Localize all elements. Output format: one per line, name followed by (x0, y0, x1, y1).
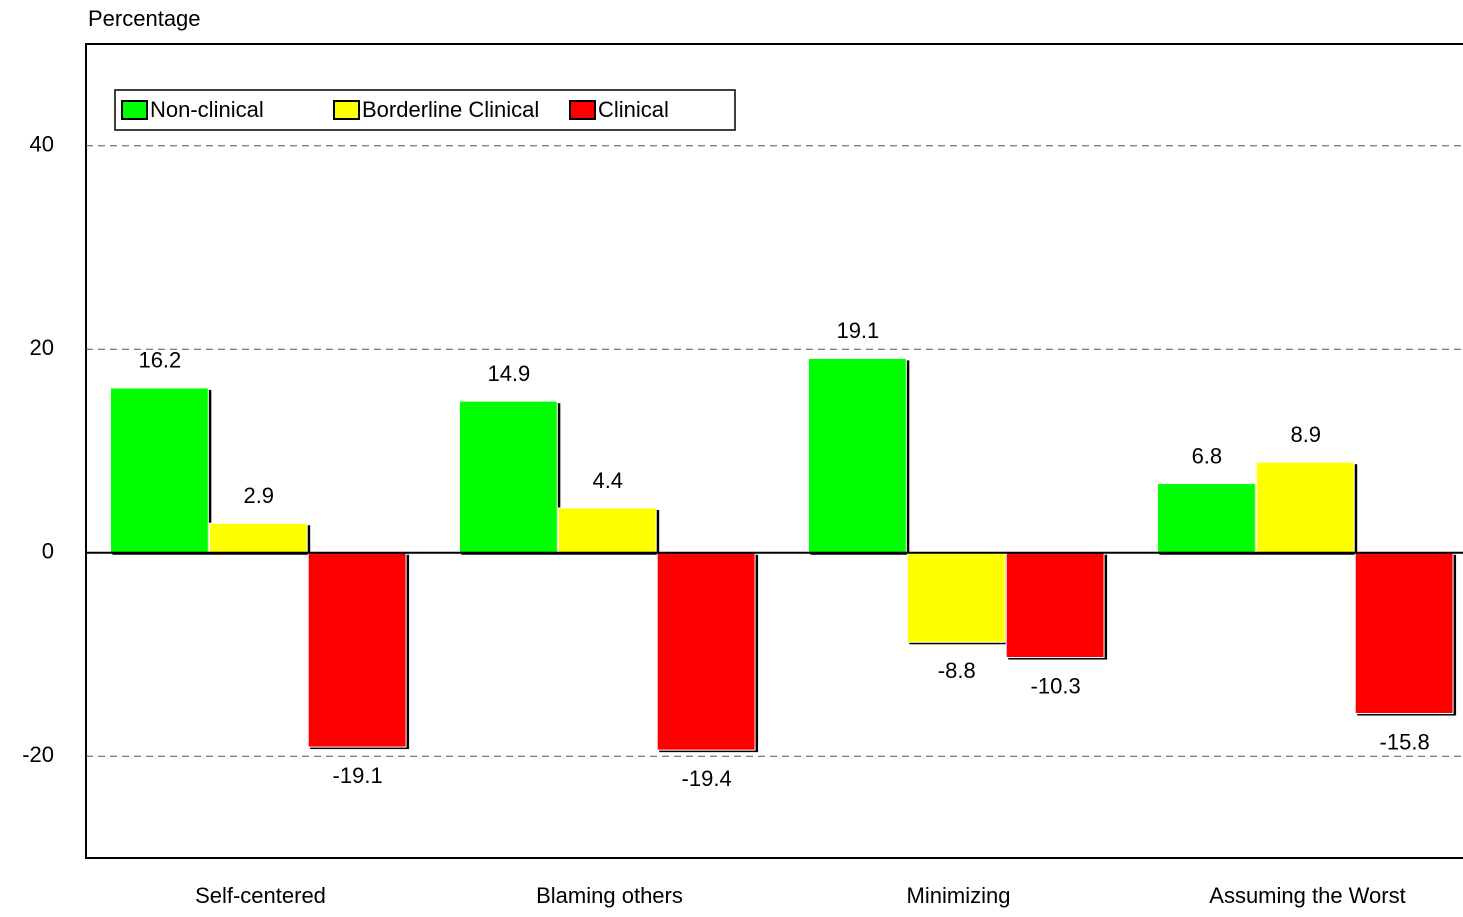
x-tick-label: Assuming the Worst (1209, 883, 1405, 908)
legend-label: Clinical (598, 97, 669, 122)
bar (1156, 483, 1256, 554)
value-label: 4.4 (592, 468, 623, 493)
bar (458, 400, 558, 554)
legend-label: Non-clinical (150, 97, 264, 122)
legend-swatch (569, 100, 596, 120)
plot-area (85, 43, 1463, 859)
y-tick-label: 0 (42, 539, 54, 564)
bar (109, 387, 209, 554)
value-label: -10.3 (1031, 673, 1081, 698)
legend-swatch (121, 100, 148, 120)
value-label: 8.9 (1290, 422, 1321, 447)
value-label: -19.4 (682, 766, 732, 791)
bar (656, 552, 756, 751)
value-label: -8.8 (938, 658, 976, 683)
value-label: 14.9 (487, 361, 530, 386)
bar (557, 507, 657, 554)
legend-label: Borderline Clinical (362, 97, 539, 122)
y-tick-label: 20 (30, 335, 54, 360)
y-tick-label: -20 (22, 742, 54, 767)
bar (208, 522, 308, 554)
value-label: -19.1 (333, 763, 383, 788)
value-label: 19.1 (836, 318, 879, 343)
value-label: 6.8 (1192, 443, 1223, 468)
x-tick-label: Self-centered (195, 883, 326, 908)
bar (1354, 552, 1454, 715)
y-axis-title: Percentage (88, 6, 201, 31)
legend-box (114, 89, 736, 131)
bar (807, 357, 907, 554)
legend-swatch (333, 100, 360, 120)
bar (1255, 461, 1355, 554)
value-label: 2.9 (243, 483, 274, 508)
bar (906, 552, 1006, 643)
x-tick-label: Blaming others (536, 883, 683, 908)
x-tick-label: Minimizing (907, 883, 1011, 908)
value-label: 16.2 (138, 348, 181, 373)
value-label: -15.8 (1380, 729, 1430, 754)
bar (307, 552, 407, 748)
y-tick-label: 40 (30, 132, 54, 157)
bar (1005, 552, 1105, 659)
